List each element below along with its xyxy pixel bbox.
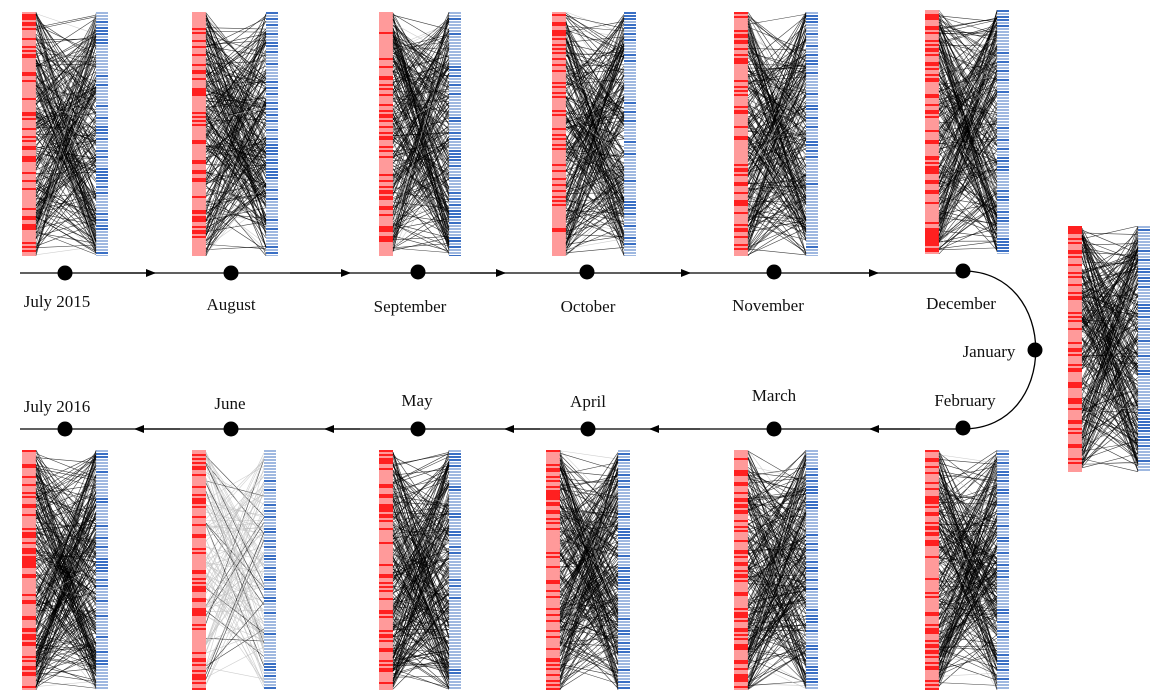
month-dot [766, 421, 782, 437]
month-label: April [570, 392, 606, 411]
month-panel-july-2015 [22, 12, 108, 256]
month-dot [955, 420, 971, 436]
month-panel-july-2016 [22, 450, 108, 690]
month-panel-september [379, 12, 461, 256]
month-panel-february [925, 450, 1009, 690]
month-label: December [926, 294, 996, 313]
month-panel-december [925, 10, 1009, 254]
month-panel-october [552, 12, 636, 256]
month-label: November [732, 296, 804, 315]
month-label: May [401, 391, 433, 410]
month-panel-november [734, 12, 818, 256]
month-label: September [373, 297, 447, 316]
month-dot [955, 263, 971, 279]
month-label: July 2016 [23, 397, 91, 416]
month-dot [410, 264, 426, 280]
month-dot [223, 421, 239, 437]
month-label: March [751, 386, 797, 405]
month-dot [57, 265, 73, 281]
month-dot [223, 265, 239, 281]
month-panel-april [546, 450, 630, 690]
month-label: October [560, 297, 616, 316]
month-panel-march [734, 450, 818, 690]
month-dot [1027, 342, 1043, 358]
month-panel-may [379, 450, 461, 690]
month-label: August [206, 295, 256, 314]
month-panel-june [192, 450, 276, 690]
month-label: January [962, 342, 1016, 361]
month-label: July 2015 [23, 292, 91, 311]
month-dot [766, 264, 782, 280]
month-label: February [934, 391, 996, 410]
month-dot [410, 421, 426, 437]
month-panel-january [1068, 226, 1150, 472]
month-panel-august [192, 12, 278, 256]
month-dot [57, 421, 73, 437]
month-dot [579, 264, 595, 280]
month-label: June [214, 394, 246, 413]
month-dot [580, 421, 596, 437]
